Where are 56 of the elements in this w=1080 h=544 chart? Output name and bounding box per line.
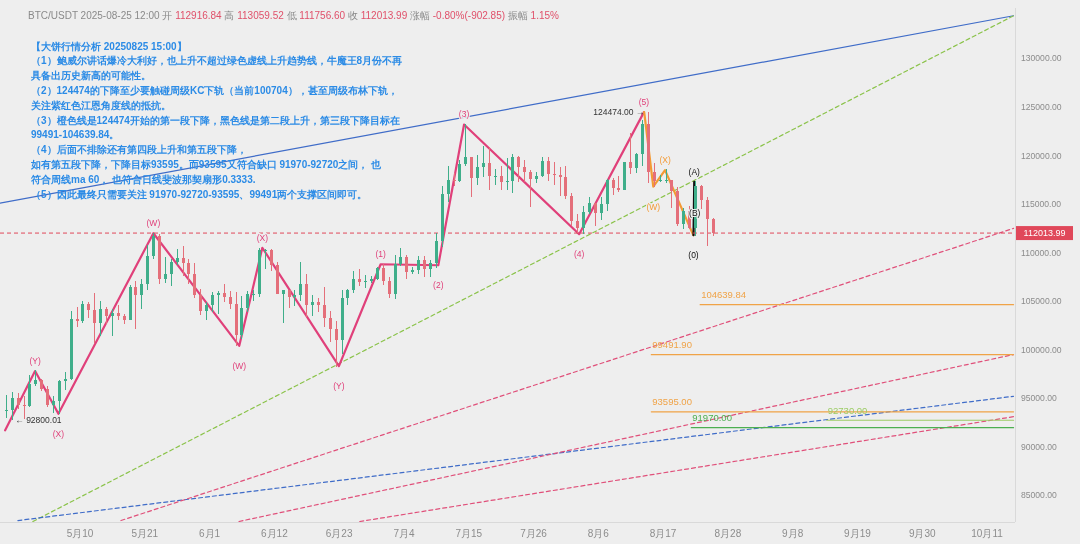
annotation: 99491-104639.84。 <box>31 129 120 141</box>
x-tick-label: 8月6 <box>587 527 610 539</box>
x-tick-label: 7月4 <box>393 527 415 539</box>
x-tick-label: 9月19 <box>844 527 872 539</box>
x-tick-label: 6月23 <box>325 527 353 539</box>
annotation: (X) <box>52 428 65 439</box>
x-tick-label: 5月10 <box>66 527 94 539</box>
x-tick-label: 9月8 <box>782 527 804 539</box>
annotation: (W) <box>232 360 247 371</box>
annotation: (B) <box>689 208 701 219</box>
annotation: (A) <box>688 166 701 177</box>
x-tick-label: 8月17 <box>649 527 677 539</box>
x-tick-label: 9月30 <box>908 527 937 539</box>
x-tick-label: 10月11 <box>971 527 1004 539</box>
annotation: ← 92800.01 <box>15 414 62 425</box>
annotation: (1) <box>375 249 386 260</box>
y-tick-label: 120000.00 <box>1021 150 1062 161</box>
y-tick-label: 130000.00 <box>1021 53 1062 64</box>
x-tick-label: 8月28 <box>714 527 742 539</box>
y-tick-label: 90000.00 <box>1021 441 1058 452</box>
data-label: 104639.84 <box>701 289 747 301</box>
x-tick-label: 7月26 <box>520 527 548 539</box>
data-label: 93595.00 <box>652 396 692 408</box>
ref-line-label: 112013.99 <box>1023 228 1066 239</box>
annotation: (5) <box>638 97 650 108</box>
x-tick-label: 5月21 <box>131 527 159 539</box>
annotation: 【大饼行情分析 20250825 15:00】 <box>31 40 187 52</box>
annotation: (2) <box>433 280 444 291</box>
annotation: (4) <box>573 249 585 260</box>
annotation: (X) <box>256 232 269 243</box>
y-tick-label: 125000.00 <box>1021 102 1062 113</box>
annotation: (Y) <box>333 381 345 392</box>
annotation: 124474.00 → <box>593 107 645 118</box>
annotation: (X) <box>659 155 671 166</box>
annotation: (0) <box>688 250 699 261</box>
x-tick-label: 7月15 <box>455 527 483 539</box>
y-tick-label: 100000.00 <box>1021 344 1062 355</box>
annotation: (Y) <box>29 356 41 367</box>
y-tick-label: 115000.00 <box>1021 199 1062 210</box>
x-tick-label: 6月1 <box>199 527 221 539</box>
annotation: （3）橙色线是124474开始的第一段下降，黑色线是第二段上升，第三段下降目标在 <box>31 114 400 126</box>
y-tick-label: 105000.00 <box>1021 296 1062 307</box>
data-label: 99491.90 <box>652 339 692 351</box>
annotation: （4）后面不排除还有第四段上升和第五段下降， <box>31 144 247 156</box>
annotation: 关注紫红色江恩角度线的抵抗。 <box>30 99 171 111</box>
annotation: (W) <box>146 218 161 229</box>
y-tick-label: 95000.00 <box>1021 393 1058 404</box>
y-tick-label: 110000.00 <box>1021 247 1062 258</box>
annotation: (3) <box>458 109 470 120</box>
y-tick-label: 85000.00 <box>1021 490 1058 501</box>
chart-title: BTC/USDT 2025-08-25 12:00 开 112916.84 高 113059.52 低 111756.60 收 112013.99 涨幅 -0.80%(-902.85) 振幅 1.15% <box>28 9 559 21</box>
annotation: （1）鲍威尔讲话爆冷大利好，也上升不超过绿色虚线上升趋势线，牛魔王8月份不再 <box>31 55 403 67</box>
x-tick-label: 6月12 <box>261 527 289 539</box>
annotation: (W) <box>646 201 661 212</box>
annotation: （2）124474的下降至少要触碰周级KC下轨（当前100704），甚至周级布林下轨， <box>31 84 398 96</box>
annotation: 具备出历史新高的可能性。 <box>30 70 151 82</box>
